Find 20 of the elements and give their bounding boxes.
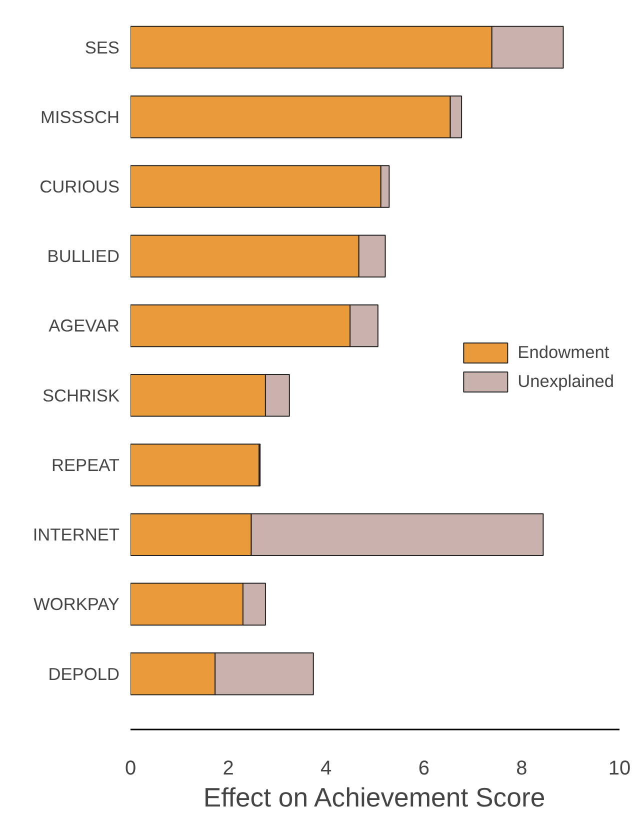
y-tick-label: DEPOLD — [48, 664, 120, 684]
y-tick-label: SCHRISK — [42, 385, 120, 406]
x-tick-label: 2 — [222, 758, 234, 780]
y-tick-label: INTERNET — [32, 524, 120, 545]
x-tick-label: 4 — [320, 758, 332, 780]
x-tick-label: 8 — [516, 758, 528, 780]
x-tick-label: 6 — [418, 758, 430, 780]
bar — [130, 444, 260, 486]
y-tick-label: CURIOUS — [40, 176, 120, 196]
x-tick-label: 0 — [124, 758, 136, 780]
x-axis-title: Effect on Achievement Score — [203, 782, 546, 812]
y-tick-label: MISSSCH — [40, 106, 120, 127]
y-tick-label: BULLIED — [47, 246, 120, 266]
y-tick-label: REPEAT — [51, 454, 120, 475]
x-tick-label: 10 — [608, 758, 631, 780]
y-tick-label: AGEVAR — [48, 316, 120, 336]
y-tick-label: SES — [84, 37, 120, 58]
y-tick-label: WORKPAY — [33, 594, 120, 614]
legend-label: Endowment — [518, 342, 610, 363]
legend-label: Unexplained — [518, 371, 614, 392]
